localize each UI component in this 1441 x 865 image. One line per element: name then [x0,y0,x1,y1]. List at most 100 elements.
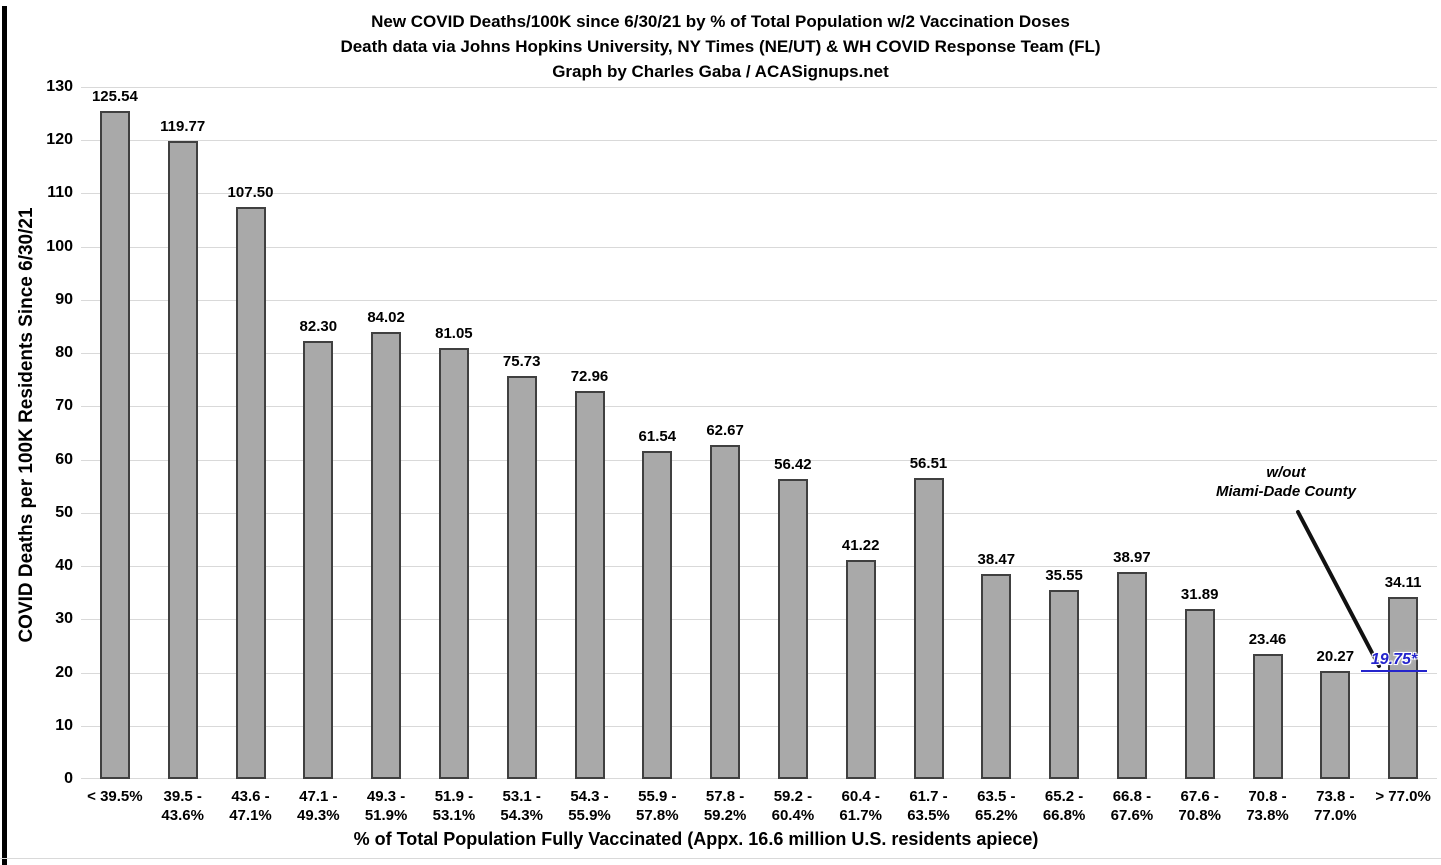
x-tick-label: 63.5 - 65.2% [958,787,1034,825]
bar-value-label: 61.54 [638,428,677,445]
x-tick-line: 65.2 - [1044,788,1084,805]
gridline [81,140,1437,141]
bar [642,451,673,779]
y-tick-label: 70 [55,397,73,414]
x-tick-label: 60.4 - 61.7% [823,787,899,825]
bar [438,348,469,779]
x-tick-line: 55.9 - [638,788,677,805]
y-tick-label: 50 [55,504,73,521]
x-tick-line: 65.2% [975,807,1018,824]
chart-credit: Graph by Charles Gaba / ACASignups.net [552,62,889,81]
x-tick-label: 47.1 - 49.3% [280,787,356,825]
x-tick-line: 47.1 - [299,788,338,805]
bar-value-label: 72.96 [570,368,609,385]
y-tick-label: 60 [55,451,73,468]
gridline [81,353,1437,354]
chart-subtitle: Death data via Johns Hopkins University,… [340,37,1101,56]
y-tick-label: 20 [55,664,73,681]
bar [371,332,402,779]
y-axis-tick-labels: 0 10 20 30 40 50 60 70 80 90 100 110 120 130 [0,78,73,787]
bar [235,207,266,779]
bar [913,478,944,779]
bottom-hairline [0,858,1441,859]
y-tick-label: 10 [55,717,73,734]
bar [1049,590,1080,779]
x-tick-label: 39.5 - 43.6% [145,787,221,825]
x-tick-line: > 77.0% [1375,788,1431,805]
gridline [81,513,1437,514]
x-tick-line: 53.1% [432,807,476,824]
chart-title: New COVID Deaths/100K since 6/30/21 by %… [371,12,1070,31]
gridline [81,193,1437,194]
gridline [81,619,1437,620]
bar [777,479,808,779]
bar-value-label: 23.46 [1248,631,1287,648]
x-tick-label: 70.8 - 73.8% [1230,787,1306,825]
bar-value-label: 38.97 [1113,549,1151,566]
x-tick-line: 73.8 - [1316,788,1355,805]
x-tick-line: 70.8 - [1248,788,1287,805]
x-tick-line: 59.2% [703,807,747,824]
y-tick-label: 0 [64,770,73,787]
x-tick-line: 61.7 - [909,788,948,805]
bar-value-label: 62.67 [706,422,744,439]
y-tick-label: 90 [55,291,73,308]
y-tick-label: 30 [55,610,73,627]
bar [99,111,130,779]
gridline [81,87,1437,88]
bar-value-label: 119.77 [160,118,206,135]
y-tick-label: 40 [55,557,73,574]
x-tick-label: > 77.0% [1365,787,1441,806]
x-tick-line: 57.8% [636,807,679,824]
bar-value-label: 125.54 [91,88,138,105]
x-tick-line: 39.5 - [163,788,202,805]
gridline [81,566,1437,567]
x-tick-label: 49.3 - 51.9% [348,787,424,825]
gridline [81,673,1437,674]
x-tick-line: 54.3% [500,807,543,824]
title-block: New COVID Deaths/100K since 6/30/21 by %… [0,9,1441,84]
bar [981,574,1012,779]
x-tick-line: < 39.5% [87,788,143,805]
x-tick-label: 66.8 - 67.6% [1094,787,1170,825]
x-tick-label: 73.8 - 77.0% [1297,787,1373,825]
x-tick-label: 65.2 - 66.8% [1026,787,1102,825]
bar [574,391,605,779]
annotation-line2: Miami-Dade County [1215,483,1356,500]
y-tick-label: 120 [46,131,73,148]
left-border-strip [2,6,7,865]
bar-value-label: 75.73 [502,353,541,370]
x-tick-line: 60.4% [771,807,815,824]
x-tick-label: 61.7 - 63.5% [891,787,967,825]
x-tick-label: 43.6 - 47.1% [213,787,289,825]
x-tick-line: 66.8 - [1112,788,1152,805]
x-tick-label: 67.6 - 70.8% [1162,787,1238,825]
x-tick-line: 49.3% [297,807,340,824]
x-tick-label: 54.3 - 55.9% [552,787,628,825]
bar [167,141,198,779]
x-tick-line: 67.6 - [1180,788,1219,805]
gridline [81,778,1437,779]
x-tick-line: 43.6% [161,807,204,824]
x-tick-line: 57.8 - [705,788,745,805]
bar [710,445,741,779]
plot-area: 125.54 119.77 107.50 82.30 84.02 81.05 75.73 72… [81,87,1437,779]
x-tick-line: 77.0% [1314,807,1357,824]
x-tick-line: 70.8% [1178,807,1221,824]
gridline [81,247,1437,248]
bar-value-label: 31.89 [1180,586,1219,603]
x-tick-line: 55.9% [568,807,611,824]
bar-value-label: 56.42 [774,456,812,473]
bar-value-label: 38.47 [977,551,1016,568]
x-tick-label: < 39.5% [77,787,153,806]
x-tick-line: 60.4 - [841,788,880,805]
x-tick-label: 51.9 - 53.1% [416,787,492,825]
bar-value-label: 41.22 [841,537,880,554]
x-tick-line: 63.5% [907,807,950,824]
bar-value-label: 82.30 [299,318,338,335]
x-tick-line: 43.6 - [231,788,270,805]
bar-value-label: 35.55 [1045,567,1083,584]
y-tick-label: 110 [47,184,73,201]
annotation-line1: w/out [1266,464,1306,481]
